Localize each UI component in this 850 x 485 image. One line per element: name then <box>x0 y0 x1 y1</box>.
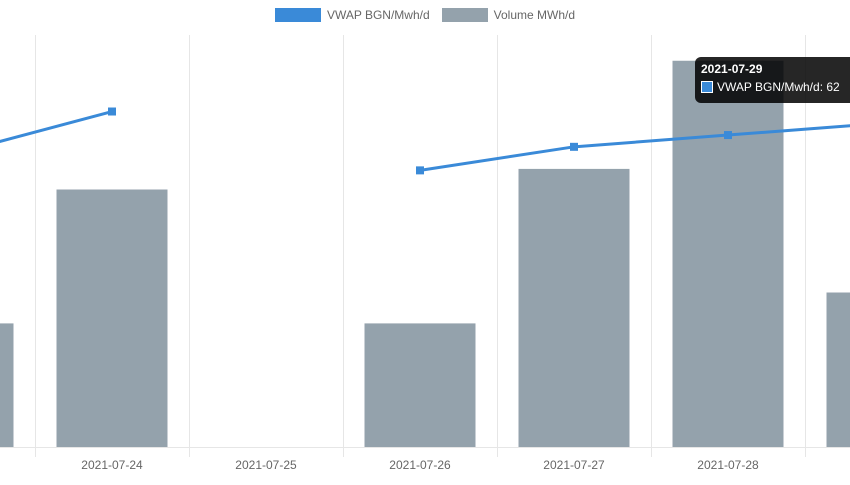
line-vwap-segment <box>420 123 850 170</box>
tooltip-title: 2021-07-29 <box>701 62 850 76</box>
x-tick-label: 2021-07-28 <box>697 458 759 472</box>
legend-item-vwap[interactable]: VWAP BGN/Mwh/d <box>275 8 430 22</box>
x-tick-labels: 2021-07-24 2021-07-25 2021-07-26 2021-07-27… <box>81 458 759 472</box>
point-vwap-2021-07-28[interactable] <box>724 131 732 139</box>
tooltip-row: VWAP BGN/Mwh/d: 62 <box>701 80 850 94</box>
tooltip-swatch <box>701 81 713 93</box>
bar-volume-2021-07-23[interactable] <box>0 323 14 447</box>
bar-layer <box>0 61 850 447</box>
tooltip-label: VWAP BGN/Mwh/d: 62 <box>717 80 840 94</box>
legend-label-volume: Volume MWh/d <box>494 8 575 22</box>
x-tick-label: 2021-07-27 <box>543 458 605 472</box>
x-tick-label: 2021-07-26 <box>389 458 451 472</box>
point-vwap-2021-07-26[interactable] <box>416 166 424 174</box>
point-vwap-2021-07-24[interactable] <box>108 108 116 116</box>
legend: VWAP BGN/Mwh/d Volume MWh/d <box>0 8 850 22</box>
x-tick-label: 2021-07-25 <box>235 458 297 472</box>
bar-volume-2021-07-24[interactable] <box>57 190 168 448</box>
legend-swatch-vwap <box>275 8 321 22</box>
bar-volume-2021-07-27[interactable] <box>519 169 630 447</box>
legend-swatch-volume <box>442 8 488 22</box>
line-vwap-segment <box>0 112 112 153</box>
point-vwap-2021-07-27[interactable] <box>570 143 578 151</box>
bar-volume-2021-07-26[interactable] <box>365 323 476 447</box>
bar-volume-2021-07-29[interactable] <box>827 293 850 448</box>
bar-volume-2021-07-28[interactable] <box>673 61 784 447</box>
legend-item-volume[interactable]: Volume MWh/d <box>442 8 575 22</box>
tooltip: 2021-07-29 VWAP BGN/Mwh/d: 62 <box>695 57 850 103</box>
x-tick-label: 2021-07-24 <box>81 458 143 472</box>
legend-label-vwap: VWAP BGN/Mwh/d <box>327 8 430 22</box>
